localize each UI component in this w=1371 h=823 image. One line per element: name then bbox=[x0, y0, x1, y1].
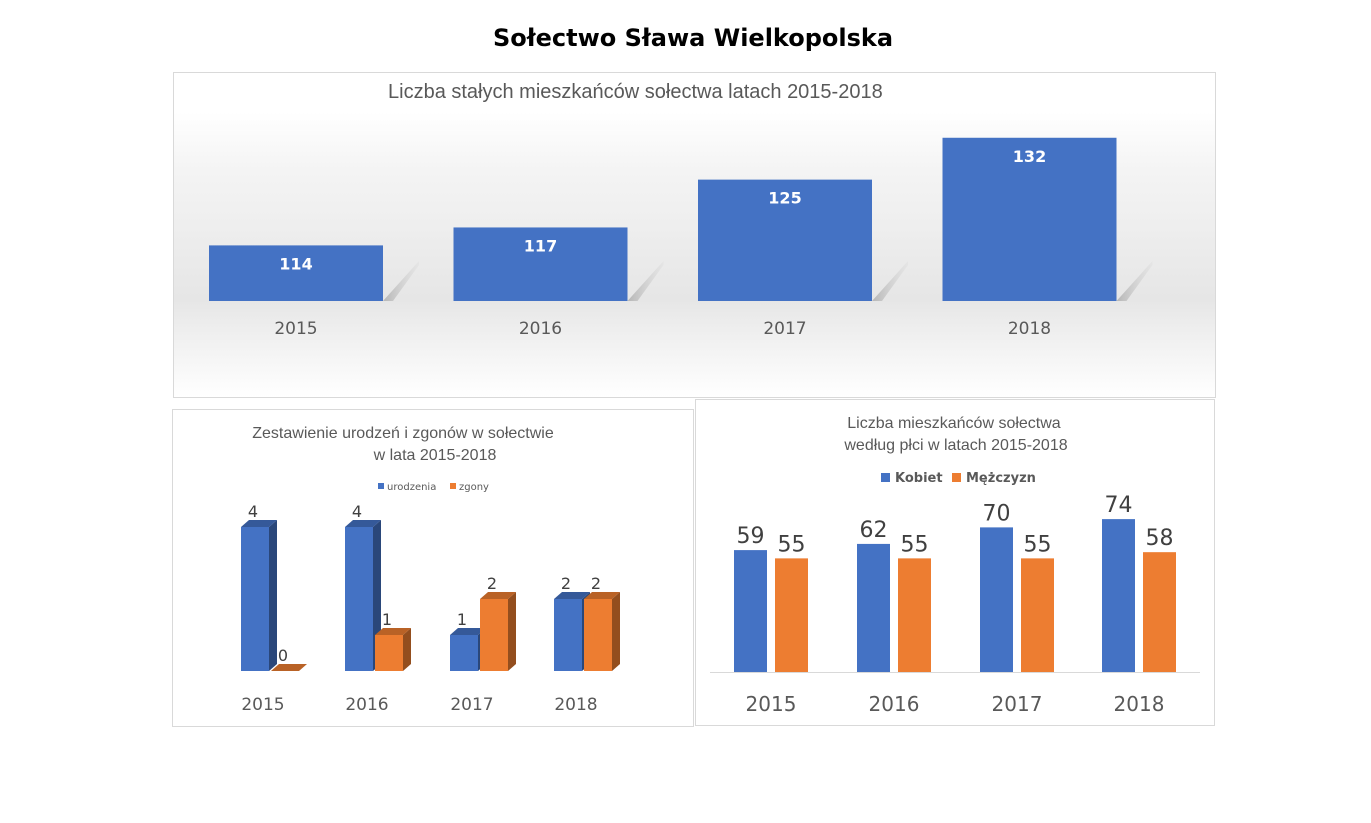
x-tick-label: 2016 bbox=[869, 692, 920, 716]
bar-Mężczyzn-2018 bbox=[1143, 552, 1176, 672]
bar-front-urodzenia bbox=[450, 635, 478, 671]
bar-shadow bbox=[1116, 261, 1153, 301]
chart-title-line: według płci w latach 2015-2018 bbox=[843, 437, 1067, 454]
data-label: 132 bbox=[1013, 147, 1046, 166]
x-tick-label: 2016 bbox=[519, 319, 562, 339]
chart-title-line: w lata 2015-2018 bbox=[373, 447, 497, 464]
legend-label: zgony bbox=[459, 482, 489, 493]
x-tick-label: 2018 bbox=[1114, 692, 1165, 716]
bar-Kobiet-2015 bbox=[734, 550, 767, 672]
chart-title-line: Zestawienie urodzeń i zgonów w sołectwie bbox=[252, 425, 554, 442]
legend-label: urodzenia bbox=[387, 482, 436, 493]
chart-residents: Liczba stałych mieszkańców sołectwa lata… bbox=[209, 81, 1153, 339]
bar-top-zgony bbox=[375, 628, 411, 635]
bar-Mężczyzn-2016 bbox=[898, 558, 931, 672]
data-label: 55 bbox=[1024, 532, 1052, 557]
bar-side-zgony bbox=[403, 628, 411, 671]
bar-front-urodzenia bbox=[345, 527, 373, 671]
legend-swatch bbox=[881, 473, 890, 482]
data-label: 62 bbox=[860, 518, 888, 543]
data-label: 2 bbox=[487, 574, 497, 593]
bar-front-urodzenia bbox=[241, 527, 269, 671]
legend-label: Mężczyzn bbox=[966, 471, 1036, 486]
data-label: 59 bbox=[737, 524, 765, 549]
bar-shadow bbox=[872, 261, 908, 301]
data-label: 58 bbox=[1146, 526, 1174, 551]
data-label: 55 bbox=[901, 532, 929, 557]
bar-top-zgony bbox=[480, 592, 516, 599]
bar-front-zgony bbox=[584, 599, 612, 671]
legend-label: Kobiet bbox=[895, 471, 943, 486]
data-label: 74 bbox=[1105, 493, 1133, 518]
legend-swatch bbox=[450, 483, 456, 489]
x-tick-label: 2017 bbox=[992, 692, 1043, 716]
legend-swatch bbox=[378, 483, 384, 489]
bar-top-zgony bbox=[584, 592, 620, 599]
bar-side-urodzenia bbox=[269, 520, 277, 671]
chart-gender-panel: Liczba mieszkańców sołectwa według płci w… bbox=[695, 399, 1215, 726]
bar-2015 bbox=[209, 245, 383, 301]
chart-title: Liczba stałych mieszkańców sołectwa lata… bbox=[388, 81, 883, 103]
data-label: 70 bbox=[983, 501, 1011, 526]
data-label: 4 bbox=[248, 502, 258, 521]
data-label: 4 bbox=[352, 502, 362, 521]
data-label: 114 bbox=[279, 254, 312, 273]
bar-top-zgony bbox=[271, 664, 307, 671]
bar-top-urodzenia bbox=[554, 592, 590, 599]
data-label: 1 bbox=[382, 610, 392, 629]
page-title: Sołectwo Sława Wielkopolska bbox=[492, 24, 894, 52]
bar-Mężczyzn-2017 bbox=[1021, 558, 1054, 672]
bar-side-zgony bbox=[508, 592, 516, 671]
chart-title-line: Liczba mieszkańców sołectwa bbox=[847, 415, 1061, 432]
bar-Kobiet-2018 bbox=[1102, 519, 1135, 672]
data-label: 117 bbox=[524, 236, 557, 255]
data-label: 55 bbox=[778, 532, 806, 557]
chart-gender: Liczba mieszkańców sołectwa według płci w… bbox=[710, 415, 1200, 716]
bar-Mężczyzn-2015 bbox=[775, 558, 808, 672]
x-tick-label: 2016 bbox=[345, 695, 388, 715]
bar-front-urodzenia bbox=[554, 599, 582, 671]
bar-top-urodzenia bbox=[345, 520, 381, 527]
data-label: 125 bbox=[768, 189, 801, 208]
x-tick-label: 2018 bbox=[554, 695, 597, 715]
x-tick-label: 2018 bbox=[1008, 319, 1051, 339]
bar-top-urodzenia bbox=[450, 628, 486, 635]
bar-Kobiet-2017 bbox=[980, 527, 1013, 672]
bar-2016 bbox=[453, 227, 628, 301]
bar-2017 bbox=[698, 179, 872, 301]
data-label: 2 bbox=[561, 574, 571, 593]
bar-front-zgony bbox=[375, 635, 403, 671]
bar-Kobiet-2016 bbox=[857, 543, 890, 672]
x-tick-label: 2017 bbox=[763, 319, 806, 339]
bar-front-zgony bbox=[480, 599, 508, 671]
bar-shadow bbox=[627, 261, 664, 301]
x-tick-label: 2017 bbox=[450, 695, 493, 715]
chart-births-deaths-panel: Zestawienie urodzeń i zgonów w sołectwie… bbox=[172, 409, 694, 727]
data-label: 0 bbox=[278, 646, 288, 665]
legend-swatch bbox=[952, 473, 961, 482]
data-label: 2 bbox=[591, 574, 601, 593]
bar-2018 bbox=[942, 137, 1117, 301]
bar-shadow bbox=[383, 261, 419, 301]
bar-top-urodzenia bbox=[241, 520, 277, 527]
chart-births-deaths: Zestawienie urodzeń i zgonów w sołectwie… bbox=[241, 425, 620, 715]
x-tick-label: 2015 bbox=[274, 319, 317, 339]
x-tick-label: 2015 bbox=[241, 695, 284, 715]
bar-side-zgony bbox=[612, 592, 620, 671]
data-label: 1 bbox=[457, 610, 467, 629]
chart-residents-panel: Liczba stałych mieszkańców sołectwa lata… bbox=[173, 72, 1216, 398]
x-tick-label: 2015 bbox=[746, 692, 797, 716]
